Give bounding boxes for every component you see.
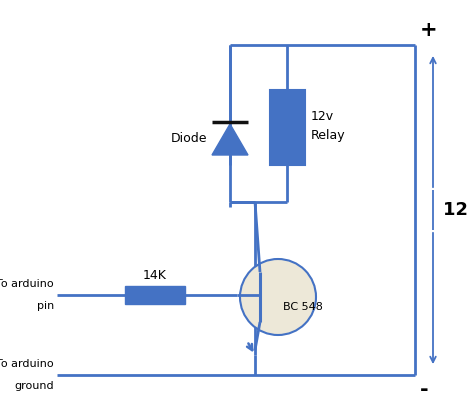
Text: pin: pin — [37, 301, 54, 311]
Bar — [270, 90, 305, 165]
Text: -: - — [420, 380, 428, 400]
Text: 12v: 12v — [311, 110, 334, 123]
Text: Relay: Relay — [311, 128, 346, 141]
Text: ground: ground — [14, 381, 54, 391]
Text: To arduino: To arduino — [0, 359, 54, 369]
Bar — [125, 286, 185, 304]
Text: Diode: Diode — [171, 132, 207, 145]
Text: 14K: 14K — [143, 269, 167, 282]
Circle shape — [240, 259, 316, 335]
Text: +: + — [420, 20, 438, 40]
Text: BC 548: BC 548 — [283, 302, 323, 312]
Polygon shape — [212, 124, 248, 155]
Text: To arduino: To arduino — [0, 279, 54, 289]
Text: 12 v: 12 v — [443, 201, 474, 219]
